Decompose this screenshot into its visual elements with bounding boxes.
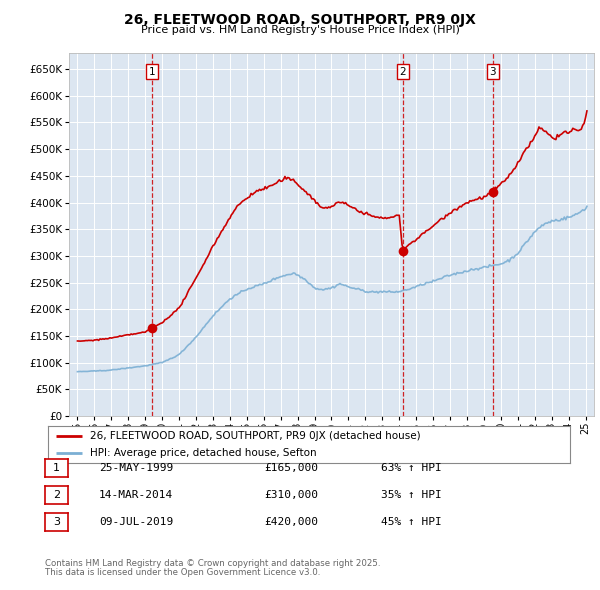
Text: 2: 2 bbox=[53, 490, 60, 500]
Text: This data is licensed under the Open Government Licence v3.0.: This data is licensed under the Open Gov… bbox=[45, 568, 320, 577]
Text: £165,000: £165,000 bbox=[264, 463, 318, 473]
Text: Contains HM Land Registry data © Crown copyright and database right 2025.: Contains HM Land Registry data © Crown c… bbox=[45, 559, 380, 568]
Text: 3: 3 bbox=[490, 67, 496, 77]
Text: 25-MAY-1999: 25-MAY-1999 bbox=[99, 463, 173, 473]
Text: 63% ↑ HPI: 63% ↑ HPI bbox=[381, 463, 442, 473]
Text: 2: 2 bbox=[400, 67, 406, 77]
Text: 09-JUL-2019: 09-JUL-2019 bbox=[99, 517, 173, 527]
Text: 26, FLEETWOOD ROAD, SOUTHPORT, PR9 0JX (detached house): 26, FLEETWOOD ROAD, SOUTHPORT, PR9 0JX (… bbox=[90, 431, 421, 441]
Text: 45% ↑ HPI: 45% ↑ HPI bbox=[381, 517, 442, 527]
Text: £310,000: £310,000 bbox=[264, 490, 318, 500]
Text: 1: 1 bbox=[149, 67, 155, 77]
Text: 26, FLEETWOOD ROAD, SOUTHPORT, PR9 0JX: 26, FLEETWOOD ROAD, SOUTHPORT, PR9 0JX bbox=[124, 13, 476, 27]
Text: 14-MAR-2014: 14-MAR-2014 bbox=[99, 490, 173, 500]
Text: £420,000: £420,000 bbox=[264, 517, 318, 527]
Text: Price paid vs. HM Land Registry's House Price Index (HPI): Price paid vs. HM Land Registry's House … bbox=[140, 25, 460, 35]
Text: 35% ↑ HPI: 35% ↑ HPI bbox=[381, 490, 442, 500]
Text: 3: 3 bbox=[53, 517, 60, 527]
Text: 1: 1 bbox=[53, 463, 60, 473]
Text: HPI: Average price, detached house, Sefton: HPI: Average price, detached house, Seft… bbox=[90, 448, 316, 458]
